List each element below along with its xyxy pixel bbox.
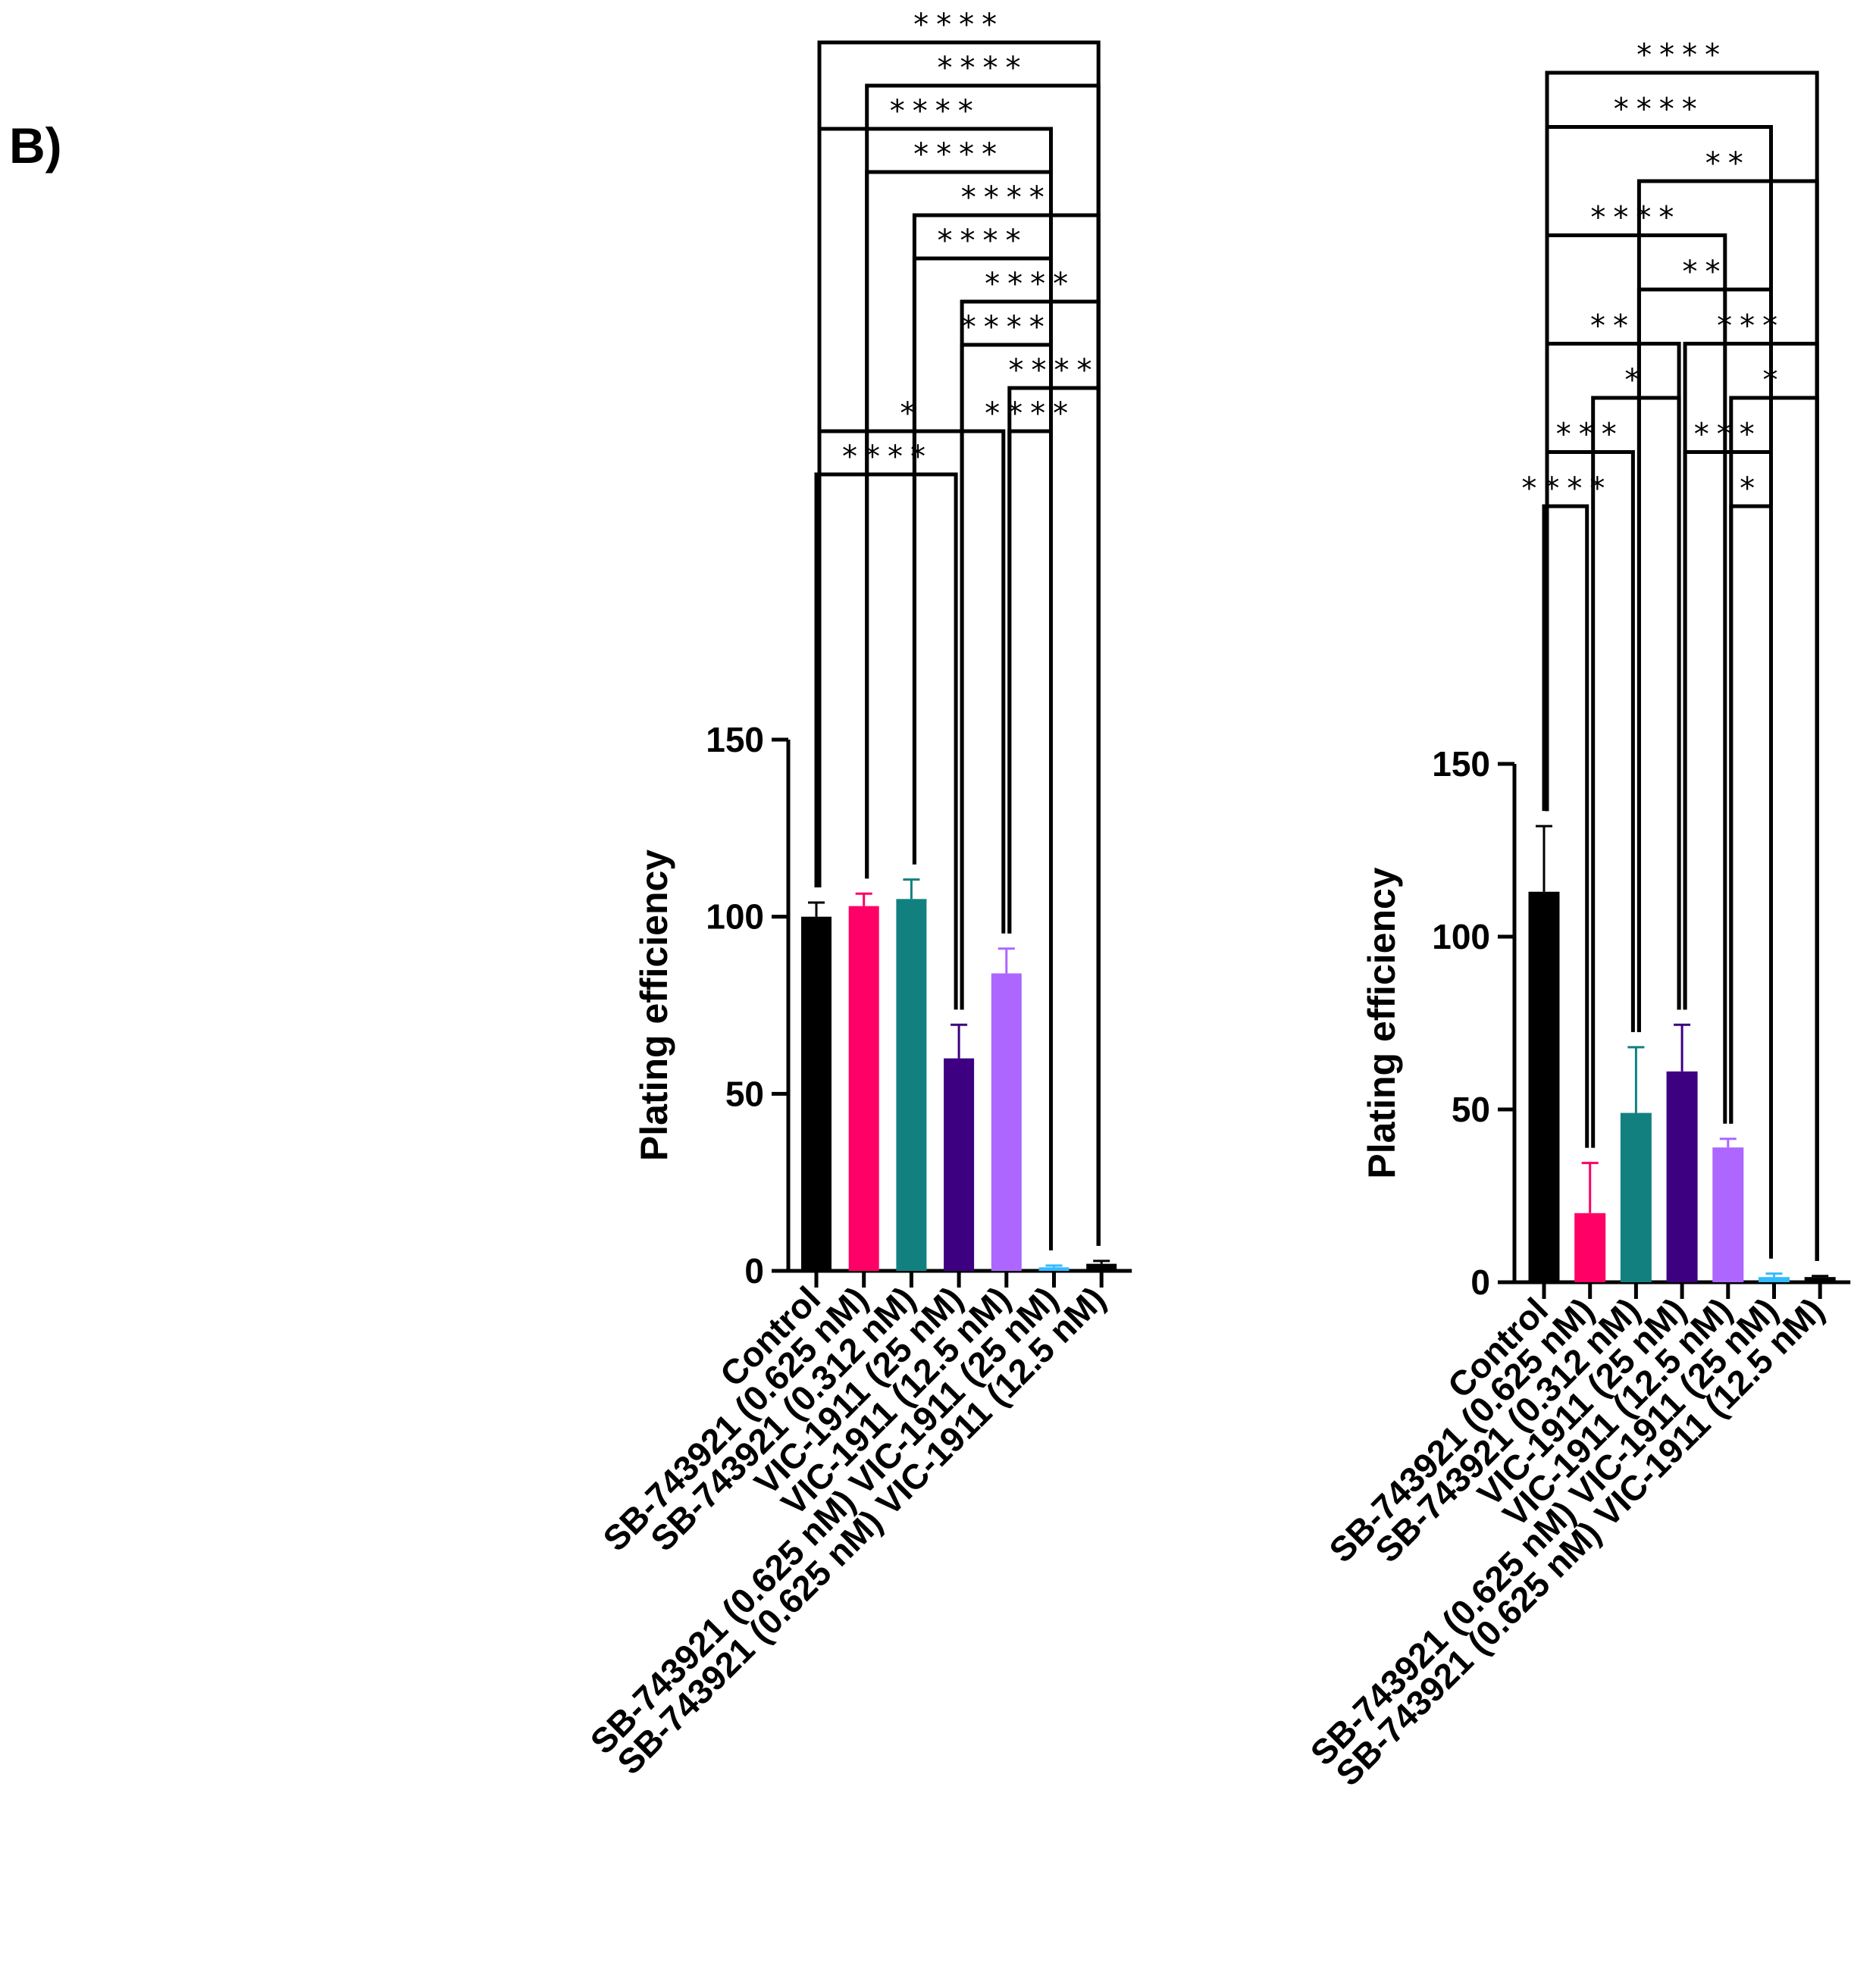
significance-bracket [1683,450,1773,1259]
significance-bracket [1545,70,1819,1261]
significance-bracket [1542,504,1589,1148]
significance-bracket [817,429,1006,934]
y-tick-label: 100 [1432,917,1490,956]
bar [1086,1263,1117,1271]
significance-label: **** [842,440,933,474]
y-tick-label: 0 [1470,1263,1490,1302]
significance-label: **** [890,94,981,129]
significance-label: **** [1636,38,1727,73]
bar [801,916,832,1271]
bar [991,973,1022,1271]
significance-label: *** [1694,418,1762,452]
significance-bracket [1729,396,1819,1261]
significance-label: **** [937,51,1028,86]
bar [848,906,879,1271]
significance-bracket [1591,396,1681,1148]
significance-label: **** [961,180,1052,215]
bar [1574,1213,1606,1282]
y-tick-label: 50 [1452,1090,1490,1129]
significance-bracket [1729,504,1773,1259]
significance-label: **** [913,8,1004,42]
y-tick-label: 150 [706,720,764,759]
significance-label: ** [1705,146,1751,181]
bar [896,899,927,1271]
significance-label: * [900,396,922,431]
significance-label: **** [961,310,1052,345]
significance-label: ** [1682,255,1727,289]
significance-bracket [814,472,958,1010]
bar [1804,1277,1836,1282]
y-axis-title: Plating efficiency [1361,867,1403,1178]
significance-label: *** [1556,418,1624,452]
significance-label: **** [937,224,1028,258]
y-axis-title: Plating efficiency [633,850,675,1161]
significance-label: ** [1590,309,1636,344]
significance-bracket [1545,450,1635,1032]
bar [1620,1112,1652,1282]
bar [1666,1071,1698,1282]
bar [1712,1147,1744,1282]
significance-bracket [1545,125,1773,1259]
significance-bracket [817,40,1101,1246]
significance-label: **** [913,137,1004,172]
significance-bracket [960,299,1101,1246]
significance-label: **** [1009,353,1100,388]
significance-label: **** [1521,471,1612,506]
significance-label: * [1740,471,1762,506]
y-tick-label: 150 [1432,744,1490,784]
bar [1528,891,1560,1282]
significance-label: * [1763,363,1786,398]
significance-label: **** [1590,201,1681,236]
bar [944,1058,975,1271]
panel-label: B) [9,117,62,174]
y-tick-label: 0 [744,1251,764,1291]
significance-label: **** [1614,92,1705,127]
bar [1759,1277,1790,1282]
bar [1038,1267,1070,1271]
y-tick-label: 50 [725,1074,764,1113]
significance-bracket [1007,386,1101,1246]
significance-label: **** [985,396,1076,431]
significance-label: **** [985,267,1076,302]
significance-label: * [1624,363,1647,398]
y-tick-label: 100 [706,897,764,937]
significance-label: *** [1717,309,1785,344]
